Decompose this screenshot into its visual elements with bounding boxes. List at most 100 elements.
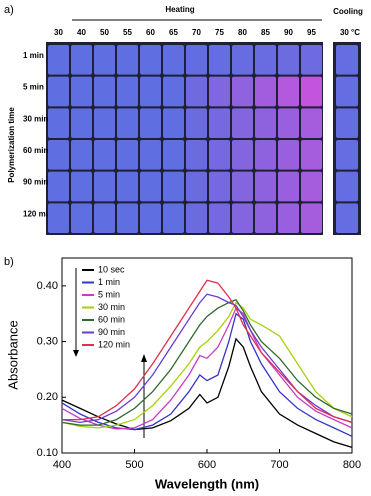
series-line bbox=[61, 337, 353, 449]
legend-label: 10 sec bbox=[98, 264, 125, 274]
row-label: 30 min bbox=[23, 114, 48, 123]
x-axis-label: Wavelength (nm) bbox=[155, 476, 259, 491]
vial bbox=[336, 45, 358, 75]
vial bbox=[186, 76, 207, 107]
trend-arrowhead bbox=[141, 354, 147, 362]
vial bbox=[232, 203, 253, 233]
vial bbox=[71, 108, 92, 138]
temperature-label: 30 bbox=[54, 28, 63, 37]
vial bbox=[301, 45, 322, 75]
y-axis-label: Absorbance bbox=[5, 320, 20, 389]
vial bbox=[336, 108, 358, 138]
vial bbox=[163, 171, 184, 202]
temperature-label: 95 bbox=[307, 28, 316, 37]
vial bbox=[209, 140, 230, 170]
temperature-label: 55 bbox=[123, 28, 132, 37]
y-tick-label: 0.40 bbox=[37, 280, 58, 292]
vial bbox=[94, 203, 115, 233]
vial bbox=[209, 108, 230, 138]
vial bbox=[209, 171, 230, 202]
vial bbox=[255, 203, 276, 233]
vial bbox=[71, 203, 92, 233]
vial bbox=[301, 171, 322, 202]
vial bbox=[278, 171, 299, 202]
vial bbox=[301, 76, 322, 107]
temperature-label: 65 bbox=[169, 28, 178, 37]
vial bbox=[209, 45, 230, 75]
x-tick-label: 800 bbox=[343, 459, 361, 471]
vial bbox=[255, 45, 276, 75]
legend-label: 120 min bbox=[98, 339, 130, 349]
vial bbox=[255, 140, 276, 170]
vial bbox=[336, 203, 358, 233]
vial bbox=[48, 203, 69, 233]
panel-label: b) bbox=[4, 256, 14, 268]
vial bbox=[186, 45, 207, 75]
vial bbox=[163, 140, 184, 170]
vial bbox=[209, 76, 230, 107]
vial bbox=[232, 76, 253, 107]
vial bbox=[278, 140, 299, 170]
row-label: 60 min bbox=[23, 146, 48, 155]
vial bbox=[117, 171, 138, 202]
x-tick-label: 700 bbox=[270, 459, 288, 471]
y-label: Polymerization time bbox=[7, 107, 16, 183]
series-line bbox=[61, 301, 353, 429]
vial bbox=[117, 108, 138, 138]
panel-label: a) bbox=[4, 4, 14, 16]
vial bbox=[232, 171, 253, 202]
vial bbox=[278, 203, 299, 233]
vial bbox=[232, 140, 253, 170]
vial bbox=[94, 140, 115, 170]
vial bbox=[140, 140, 161, 170]
vial bbox=[163, 45, 184, 75]
cooling-label: Cooling bbox=[333, 7, 363, 16]
vial bbox=[163, 203, 184, 233]
vial bbox=[186, 203, 207, 233]
legend-label: 90 min bbox=[98, 327, 125, 337]
vial bbox=[48, 171, 69, 202]
vial bbox=[48, 108, 69, 138]
row-label: 1 min bbox=[23, 51, 44, 60]
vial bbox=[186, 171, 207, 202]
vial bbox=[140, 108, 161, 138]
vial bbox=[255, 76, 276, 107]
legend-label: 1 min bbox=[98, 277, 120, 287]
vial bbox=[255, 108, 276, 138]
x-tick-label: 400 bbox=[53, 459, 71, 471]
temperature-label: 75 bbox=[215, 28, 224, 37]
vial bbox=[71, 171, 92, 202]
row-label: 90 min bbox=[23, 178, 48, 187]
vial bbox=[94, 108, 115, 138]
temperature-label: 90 bbox=[284, 28, 293, 37]
temperature-label: 70 bbox=[192, 28, 201, 37]
vial bbox=[94, 171, 115, 202]
temperature-label: 40 bbox=[77, 28, 86, 37]
legend-label: 30 min bbox=[98, 302, 125, 312]
vial bbox=[140, 45, 161, 75]
vial bbox=[140, 203, 161, 233]
x-tick-label: 500 bbox=[125, 459, 143, 471]
vial bbox=[278, 76, 299, 107]
label-strip bbox=[20, 42, 46, 235]
vial bbox=[232, 108, 253, 138]
vial bbox=[94, 45, 115, 75]
vial bbox=[186, 108, 207, 138]
vial bbox=[117, 76, 138, 107]
legend-label: 60 min bbox=[98, 314, 125, 324]
vial bbox=[117, 203, 138, 233]
y-tick-label: 0.10 bbox=[37, 447, 58, 459]
vial bbox=[255, 171, 276, 202]
vial bbox=[209, 203, 230, 233]
vial bbox=[278, 45, 299, 75]
series-line bbox=[62, 279, 353, 424]
vial bbox=[71, 76, 92, 107]
series-line bbox=[61, 307, 353, 430]
plot-frame bbox=[61, 257, 353, 454]
vial bbox=[232, 45, 253, 75]
vial bbox=[163, 76, 184, 107]
series-line bbox=[61, 299, 353, 426]
temperature-label: 85 bbox=[261, 28, 270, 37]
temperature-label: 80 bbox=[238, 28, 247, 37]
